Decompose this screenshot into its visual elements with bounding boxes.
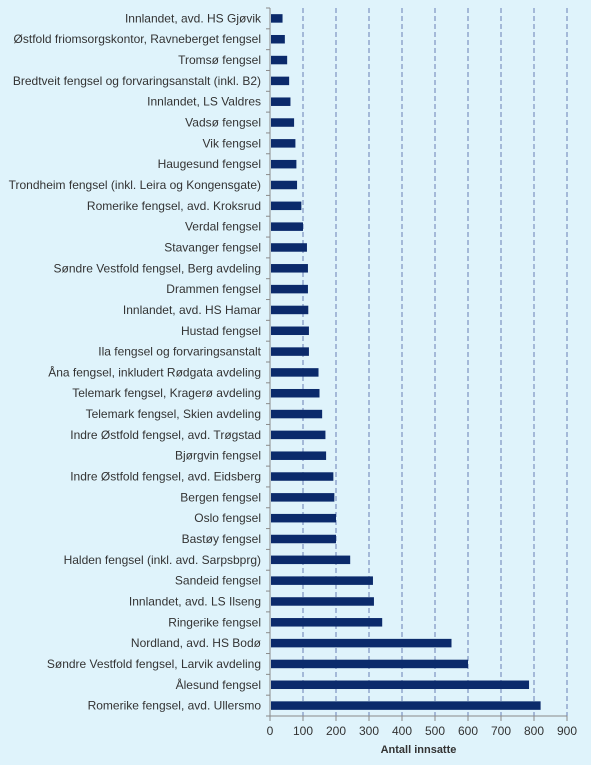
bar (271, 534, 336, 544)
bar (271, 430, 326, 440)
category-label: Trondheim fengsel (inkl. Leira og Kongen… (9, 178, 261, 192)
x-tick-label: 800 (524, 724, 544, 738)
x-tick-label: 300 (359, 724, 379, 738)
category-label: Romerike fengsel, avd. Ullersmo (88, 699, 262, 713)
x-tick-label: 700 (491, 724, 511, 738)
bar (271, 159, 297, 169)
bar (271, 597, 374, 606)
category-label: Verdal fengsel (185, 220, 261, 234)
category-label: Drammen fengsel (166, 282, 261, 296)
bar (271, 326, 309, 336)
category-label: Vik fengsel (203, 136, 261, 150)
category-label: Innlandet, LS Valdres (147, 95, 261, 109)
bar (271, 201, 302, 211)
category-label: Innlandet, avd. HS Gjøvik (125, 11, 262, 25)
category-label: Hustad fengsel (181, 324, 261, 338)
category-label: Ila fengsel og forvaringsanstalt (98, 345, 261, 359)
bar (271, 638, 452, 648)
category-label: Haugesund fengsel (158, 157, 261, 171)
x-tick-label: 100 (293, 724, 313, 738)
x-tick-label: 500 (425, 724, 445, 738)
bar (271, 180, 298, 190)
category-label: Halden fengsel (inkl. avd. Sarpsbprg) (64, 553, 261, 567)
category-label: Vadsø fengsel (185, 116, 261, 130)
bar (271, 388, 320, 398)
category-label: Indre Østfold fengsel, avd. Trøgstad (70, 428, 261, 442)
bar (271, 472, 334, 481)
category-label: Innlandet, avd. HS Hamar (123, 303, 261, 317)
bar (271, 701, 541, 710)
bar (271, 555, 351, 565)
category-label: Bredtveit fengsel og forvaringsanstalt (… (13, 74, 261, 88)
category-label: Nordland, avd. HS Bodø (131, 636, 262, 650)
bar (271, 680, 530, 690)
category-label: Innlandet, avd. LS Ilseng (129, 594, 261, 608)
bar (271, 659, 468, 669)
bar (271, 513, 336, 523)
category-label: Stavanger fengsel (164, 240, 261, 254)
bar (271, 55, 288, 65)
category-label: Bergen fengsel (180, 490, 261, 504)
bar (271, 305, 309, 315)
x-tick-label: 900 (557, 724, 577, 738)
bar (271, 284, 308, 294)
bar (271, 618, 383, 627)
category-label: Søndre Vestfold fengsel, Larvik avdeling (47, 657, 261, 671)
category-label: Indre Østfold fengsel, avd. Eidsberg (70, 470, 261, 484)
category-label: Ringerike fengsel (168, 615, 261, 629)
bar (271, 76, 290, 86)
bar (271, 222, 303, 231)
category-label: Østfold friomsorgskontor, Ravneberget fe… (14, 32, 261, 46)
category-label: Tromsø fengsel (178, 53, 261, 67)
bar (271, 243, 307, 252)
bar (271, 409, 323, 419)
bar (271, 14, 283, 23)
bar (271, 576, 373, 585)
x-tick-label: 400 (392, 724, 412, 738)
category-label: Bjørgvin fengsel (175, 449, 261, 463)
bar (271, 347, 309, 356)
category-label: Telemark fengsel, Kragerø avdeling (72, 386, 261, 400)
x-axis-title: Antall innsatte (381, 744, 457, 756)
bar (271, 368, 319, 377)
category-label: Ålesund fengsel (176, 677, 261, 692)
bar (271, 118, 295, 127)
bar (271, 139, 296, 148)
category-label: Telemark fengsel, Skien avdeling (86, 407, 261, 421)
bar (271, 34, 285, 44)
category-label: Romerike fengsel, avd. Kroksrud (87, 199, 261, 213)
bar (271, 97, 291, 106)
category-label: Sandeid fengsel (175, 574, 261, 588)
bar (271, 264, 308, 273)
category-label: Søndre Vestfold fengsel, Berg avdeling (54, 261, 261, 275)
x-tick-label: 200 (326, 724, 346, 738)
category-label: Oslo fengsel (194, 511, 261, 525)
x-tick-label: 600 (458, 724, 478, 738)
bar (271, 451, 327, 460)
bar (271, 493, 335, 502)
category-label: Bastøy fengsel (182, 532, 261, 546)
x-tick-label: 0 (267, 724, 274, 738)
category-label: Åna fengsel, inkludert Rødgata avdeling (48, 364, 261, 379)
